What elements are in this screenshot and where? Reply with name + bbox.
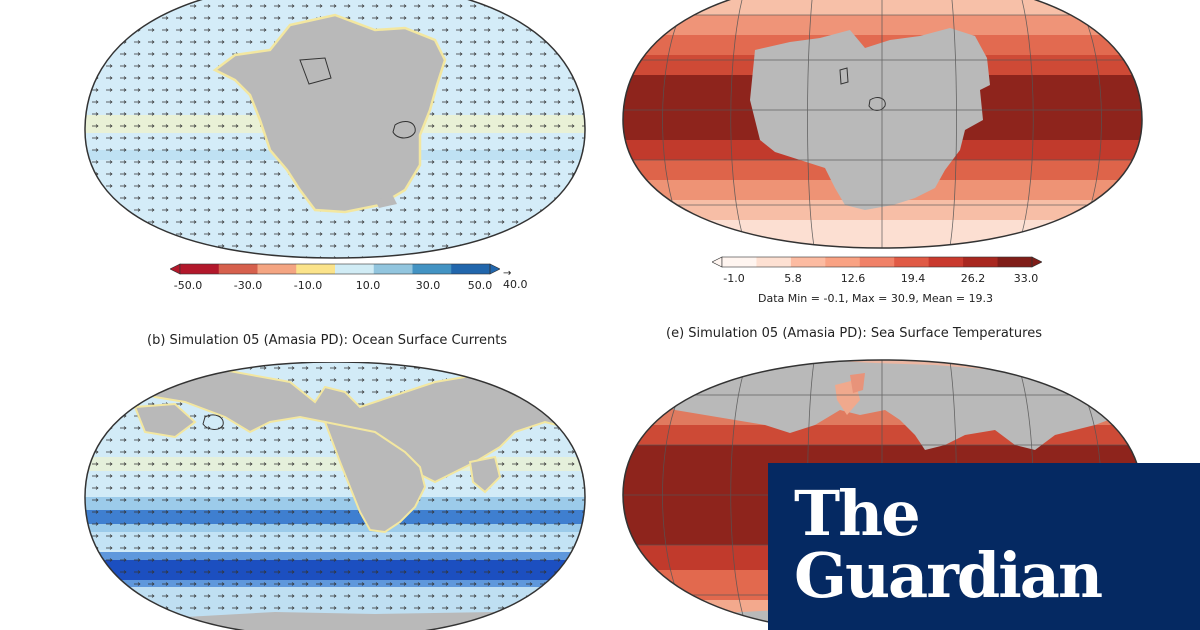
sst-data-stats: Data Min = -0.1, Max = 30.9, Mean = 19.3 [758, 292, 994, 305]
caption-ocean-currents: (b) Simulation 05 (Amasia PD): Ocean Sur… [147, 333, 508, 348]
colorbar-extend-low [170, 263, 181, 275]
landmass-amasia-sst [750, 28, 990, 210]
colorbar-segment [894, 257, 930, 267]
tick-label: -50.0 [173, 279, 203, 292]
tick-label: 26.2 [960, 272, 986, 285]
tick-label: -1.0 [723, 272, 745, 285]
guardian-logo: The Guardian [768, 463, 1200, 630]
colorbar-segment [997, 257, 1033, 267]
tick-label: 50.0 [467, 279, 493, 292]
tick-label: 5.8 [784, 272, 802, 285]
tick-label: 33.0 [1013, 272, 1039, 285]
tick-label: 19.4 [900, 272, 926, 285]
tick-label: -30.0 [233, 279, 263, 292]
colorbar-segment [963, 257, 999, 267]
colorbar-outline [179, 263, 491, 275]
map-sst-top [615, 0, 1150, 252]
landmass-india [468, 455, 502, 494]
map-ocean-currents-top [75, 0, 595, 262]
colorbar-currents [170, 263, 500, 275]
reference-vector-label: 40.0 [503, 278, 528, 291]
reference-vector: → 40.0 [503, 268, 528, 290]
colorbar-segment [257, 264, 297, 274]
colorbar-extend-high [489, 263, 500, 275]
colorbar-sst [712, 256, 1042, 268]
colorbar-sst-ticks: -1.0 5.8 12.6 19.4 26.2 33.0 [720, 272, 1040, 286]
colorbar-extend-low [712, 256, 723, 268]
map-ocean-currents-bottom [75, 362, 595, 630]
logo-line-guardian: Guardian [794, 539, 1103, 612]
landmass-africa [323, 420, 427, 534]
landmass-west [133, 402, 197, 439]
colorbar-segment [790, 257, 826, 267]
reference-arrow-icon: → [503, 268, 512, 279]
tick-label: 12.6 [840, 272, 866, 285]
colorbar-extend-high [1031, 256, 1042, 268]
tick-label: -10.0 [293, 279, 323, 292]
landmass-antarctica [185, 612, 555, 630]
colorbar-segment [928, 257, 964, 267]
colorbar-segment [451, 264, 491, 274]
colorbar-segment [218, 264, 258, 274]
colorbar-segment [825, 257, 861, 267]
landmass-north-sst [645, 360, 1135, 450]
landmass-amasia [212, 13, 447, 214]
tick-label: 30.0 [415, 279, 441, 292]
colorbar-segment [859, 257, 895, 267]
colorbar-segment [296, 264, 336, 274]
landmass-north [102, 362, 585, 484]
tick-label: 10.0 [355, 279, 381, 292]
colorbar-segment [412, 264, 452, 274]
colorbar-segment [756, 257, 792, 267]
colorbar-outline [721, 256, 1033, 268]
colorbar-segment [373, 264, 413, 274]
colorbar-segment [722, 257, 757, 267]
colorbar-currents-ticks: -50.0 -30.0 -10.0 10.0 30.0 50.0 [174, 279, 498, 293]
colorbar-segment [335, 264, 375, 274]
colorbar-segment [180, 264, 220, 274]
caption-sst: (e) Simulation 05 (Amasia PD): Sea Surfa… [666, 326, 1042, 341]
logo-line-the: The [794, 477, 921, 550]
